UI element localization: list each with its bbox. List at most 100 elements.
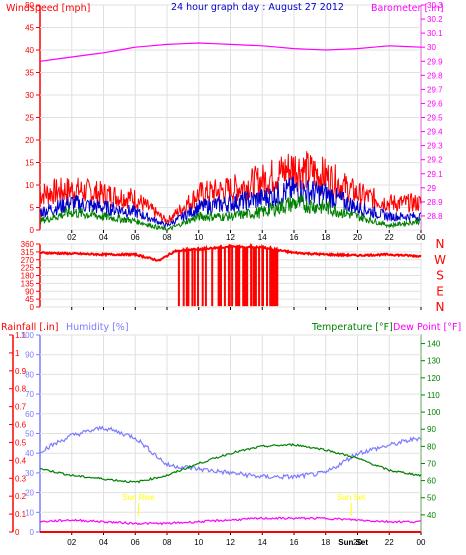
wind-tick-label: 5: [30, 204, 35, 213]
humidity-tick-label: 90: [25, 351, 34, 360]
direction-tick-label: 135: [21, 279, 35, 288]
temperature-tick-label: 90: [427, 425, 436, 434]
sun-marker-label: Sun Rise: [122, 493, 155, 502]
compass-label: W: [434, 253, 446, 267]
wind-tick-label: 50: [25, 1, 34, 10]
x-tick-label: 06: [131, 538, 140, 547]
wind-tick-label: 10: [25, 181, 34, 190]
series-barometer: [39, 42, 422, 62]
x-tick-label: 08: [163, 538, 172, 547]
humidity-tick-label: 20: [25, 489, 34, 498]
temperature-tick-label: 40: [427, 511, 436, 520]
temperature-tick-label: 110: [427, 391, 440, 400]
temperature-tick-label: 130: [427, 357, 441, 366]
windspeed-axis-title: Windspeed [mph]: [6, 3, 90, 14]
wind-tick-label: 0: [30, 226, 35, 235]
temperature-tick-label: 70: [427, 459, 436, 468]
humidity-tick-label: 100: [21, 331, 35, 340]
rainfall-tick-label: 1: [15, 349, 20, 358]
baro-tick-label: 28.9: [427, 198, 443, 207]
humidity-tick-label: 80: [25, 370, 34, 379]
baro-tick-label: 29.2: [427, 156, 443, 165]
compass-label: N: [436, 300, 445, 314]
x-tick-label: 18: [321, 538, 330, 547]
humidity-tick-label: 30: [25, 469, 34, 478]
baro-tick-label: 29.5: [427, 114, 443, 123]
x-tick-label: 16: [290, 233, 299, 242]
temperature-tick-label: 140: [427, 340, 441, 349]
rainfall-tick-label: 1.1: [15, 331, 27, 340]
x-tick-label: 12: [226, 538, 235, 547]
wind-tick-label: 25: [25, 114, 34, 123]
x-tick-label: 02: [67, 233, 76, 242]
compass-label: S: [436, 269, 444, 283]
rainfall-tick-label: 0.6: [15, 421, 27, 430]
baro-tick-label: 29.9: [427, 57, 443, 66]
humidity-axis-title: Humidity [%]: [66, 322, 129, 333]
direction-tick-label: 225: [21, 264, 35, 273]
humidity-tick-label: 70: [25, 390, 34, 399]
temp-humidity-series: [39, 425, 422, 533]
rainfall-tick-label: 0.4: [15, 456, 27, 465]
x-tick-label: 16: [290, 538, 299, 547]
baro-tick-label: 30: [427, 43, 436, 52]
x-tick-label: 10: [194, 233, 203, 242]
temp-humidity-panel: 0 0.1 0.2 0.3 0.4 0.5 0.6 0.7 0.8 0.9 1 1.1 0 10 20 30…: [1, 322, 461, 547]
wind-tick-label: 40: [25, 46, 34, 55]
baro-tick-label: 29.4: [427, 128, 443, 137]
direction-tick-label: 90: [25, 287, 34, 296]
rainfall-ticks: 0 0.1 0.2 0.3 0.4 0.5 0.6 0.7 0.8 0.9 1 1.1: [9, 331, 27, 537]
rainfall-tick-label: 0.1: [15, 510, 27, 519]
rainfall-tick-label: 0.3: [15, 474, 27, 483]
series-temperature: [39, 442, 422, 484]
series-dew-point: [39, 516, 422, 526]
temperature-ticks: 40 50 60 70 80 90 100 110 120 130 140: [421, 340, 441, 520]
sun-markers: Sun Rise Sun Set Sun Set: [122, 493, 368, 547]
humidity-ticks: 0 10 20 30 40 50 60 70 80 90 100: [21, 331, 40, 537]
wind-ticks: 0 5 10 15 20 25 30 35 40 45 50: [25, 1, 40, 235]
series-windspeed-gust: [39, 151, 422, 224]
baro-tick-label: 28.8: [427, 212, 443, 221]
x-tick-label: 18: [321, 233, 330, 242]
rainfall-tick-label: 0.5: [15, 438, 27, 447]
rainfall-axis-title: Rainfall [.in]: [1, 322, 58, 333]
x-tick-label: 04: [99, 538, 108, 547]
temperature-axis-title: Temperature [°F]: [311, 322, 393, 333]
x-tick-label: 10: [194, 538, 203, 547]
baro-ticks: 28.8 28.9 29 29.1 29.2 29.3 29.4 29.5 29.6 29.7 29…: [421, 1, 443, 221]
x-tick-label: 12: [226, 233, 235, 242]
direction-tick-label: 315: [21, 248, 35, 257]
compass-label: E: [436, 284, 444, 298]
dewpoint-axis-title: Dew Point [°F]: [393, 322, 461, 333]
temperature-tick-label: 60: [427, 477, 436, 486]
temperature-tick-label: 50: [427, 494, 436, 503]
rainfall-tick-label: 0.8: [15, 385, 27, 394]
rainfall-tick-label: 0.2: [15, 492, 27, 501]
temperature-tick-label: 80: [427, 442, 436, 451]
rainfall-tick-label: 0.7: [15, 403, 27, 412]
baro-tick-label: 30.2: [427, 15, 443, 24]
wind-baro-gridlines: [40, 4, 422, 231]
series-wind-direction: [39, 242, 422, 307]
humidity-tick-label: 40: [25, 449, 34, 458]
x-tick-label: 00: [417, 233, 426, 242]
direction-tick-label: 0: [30, 303, 35, 312]
compass-label: N: [436, 237, 445, 251]
direction-time-ticks: [71, 307, 422, 310]
barometer-axis-title: Barometer [.in]: [371, 3, 444, 14]
rainfall-tick-label: 0.9: [15, 367, 27, 376]
rainfall-tick-label: 0: [15, 528, 20, 537]
direction-tick-label: 45: [25, 295, 34, 304]
direction-series: [39, 242, 422, 307]
x-tick-label: 20: [353, 538, 362, 547]
x-tick-label: 02: [67, 538, 76, 547]
x-tick-label: 06: [131, 233, 140, 242]
x-tick-label: 14: [258, 538, 267, 547]
baro-tick-label: 29.8: [427, 71, 443, 80]
temp-humidity-time-ticks: 02 04 06 08 10 12 14 16 18 20 22 00: [67, 532, 426, 547]
baro-tick-label: 29.1: [427, 170, 443, 179]
